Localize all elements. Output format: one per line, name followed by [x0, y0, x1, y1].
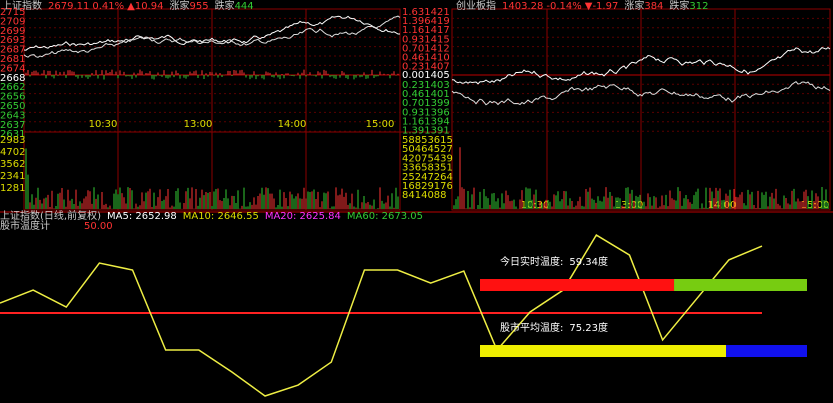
ratio-tick-label: 1.161394: [402, 116, 450, 127]
intraday-line: [23, 15, 400, 51]
volume-tick-label: 2983: [0, 135, 25, 146]
price-tick-label: 2693: [0, 35, 25, 46]
ma-field: MA10: 2646.55: [183, 211, 259, 222]
volume-tick-label: 1281: [0, 183, 25, 194]
kline-header: 上证指数(日线,前复权) MA5: 2652.98 MA10: 2646.55 MA2…: [0, 209, 423, 222]
panel-header: 创业板指 1403.28 -0.14% ▼-1.97 涨家384 跌家312: [456, 0, 709, 12]
price-tick-label: 2709: [0, 16, 25, 27]
price-tick-label: 2699: [0, 26, 25, 37]
meter-title: 今日实时温度:: [500, 255, 563, 268]
time-label: 15:00: [366, 119, 395, 130]
ratio-tick-label: 0.231407: [402, 62, 450, 73]
header-field: 上证指数: [2, 0, 42, 12]
volume-tick-label: 50464527: [402, 144, 453, 155]
price-tick-label: 2687: [0, 45, 25, 56]
ratio-tick-label: 0.931415: [402, 34, 450, 45]
panel-header: 上证指数 2679.11 0.41% ▲10.94 涨家955 跌家444: [2, 0, 254, 12]
ma-field: 上证指数(日线,前复权): [0, 209, 101, 222]
price-tick-label: 2715: [0, 7, 25, 18]
meter-rest: [674, 279, 807, 291]
header-field: 涨家: [169, 0, 189, 12]
meter-value: 59.34度: [569, 255, 608, 268]
price-tick-label: 2662: [0, 82, 25, 93]
temperature-line: [0, 234, 763, 397]
header-field: -0.14%: [546, 1, 581, 12]
intraday-line: [451, 46, 831, 85]
meter-label: 股市平均温度: 75.23度: [500, 321, 608, 334]
price-tick-label: 2643: [0, 110, 25, 121]
ratio-tick-label: 1.391391: [402, 126, 450, 137]
meter-bar: [480, 279, 675, 291]
meter-value: 75.23度: [569, 321, 608, 334]
header-field: 涨家: [624, 0, 644, 12]
header-field: ▼-1.97: [585, 1, 619, 12]
indicator-title: 股市温度计: [0, 219, 50, 232]
ratio-tick-label: 1.161417: [402, 25, 450, 36]
header-field: 0.41%: [92, 1, 124, 12]
time-label: 14:00: [278, 119, 307, 130]
price-tick-label: 2650: [0, 101, 25, 112]
ratio-tick-label: 0.461401: [402, 89, 450, 100]
ratio-tick-label: 0.701412: [402, 43, 450, 54]
price-tick-label: 2681: [0, 54, 25, 65]
header-field: 444: [235, 1, 254, 12]
time-label: 15:00: [801, 200, 830, 211]
volume-tick-label: 42075439: [402, 153, 453, 164]
volume-tick-label: 4702: [0, 147, 25, 158]
volume-tick-label: 25247264: [402, 172, 453, 183]
volume-tick-label: 8414088: [402, 190, 447, 201]
volume-tick-label: 3562: [0, 159, 25, 170]
header-field: ▲10.94: [127, 1, 163, 12]
ma-field: MA5: 2652.98: [107, 211, 177, 222]
ratio-tick-label: 0.231403: [402, 80, 450, 91]
meter-title: 股市平均温度:: [500, 321, 563, 334]
header-field: 跌家: [215, 0, 235, 12]
time-label: 10:30: [89, 119, 118, 130]
time-label: 13:00: [615, 200, 644, 211]
meter-label: 今日实时温度: 59.34度: [500, 255, 608, 268]
ratio-tick-label: 0.461410: [402, 53, 450, 64]
header-field: 2679.11: [48, 1, 89, 12]
volume-tick-label: 16829176: [402, 181, 453, 192]
meter-bar: [480, 345, 727, 357]
header-field: 跌家: [669, 0, 689, 12]
intraday-line: [451, 81, 831, 106]
price-tick-label: 2668: [0, 73, 25, 84]
header-field: 创业板指: [456, 0, 496, 12]
price-tick-label: 2674: [0, 63, 25, 74]
ma-field: MA60: 2673.05: [347, 211, 423, 222]
volume-tick-label: 58853615: [402, 135, 453, 146]
ma-field: MA20: 2625.84: [265, 211, 341, 222]
ratio-tick-label: 1.396419: [402, 16, 450, 27]
volume-tick-label: 2341: [0, 171, 25, 182]
ratio-tick-label: 0.701399: [402, 98, 450, 109]
time-label: 13:00: [184, 119, 213, 130]
indicator-value: 50.00: [84, 221, 113, 232]
intraday-line: [23, 15, 401, 58]
ratio-tick-label: 1.631421: [402, 7, 450, 18]
time-label: 10:30: [521, 200, 550, 211]
ratio-tick-label: 0.931396: [402, 107, 450, 118]
price-tick-label: 2637: [0, 120, 25, 131]
meter-rest: [726, 345, 807, 357]
header-field: 384: [644, 1, 663, 12]
ratio-tick-label: 0.001405: [402, 70, 450, 81]
price-tick-label: 2631: [0, 129, 25, 140]
header-field: 1403.28: [502, 1, 543, 12]
header-field: 312: [689, 1, 708, 12]
header-field: 955: [189, 1, 208, 12]
volume-tick-label: 33658351: [402, 163, 453, 174]
price-tick-label: 2656: [0, 92, 25, 103]
